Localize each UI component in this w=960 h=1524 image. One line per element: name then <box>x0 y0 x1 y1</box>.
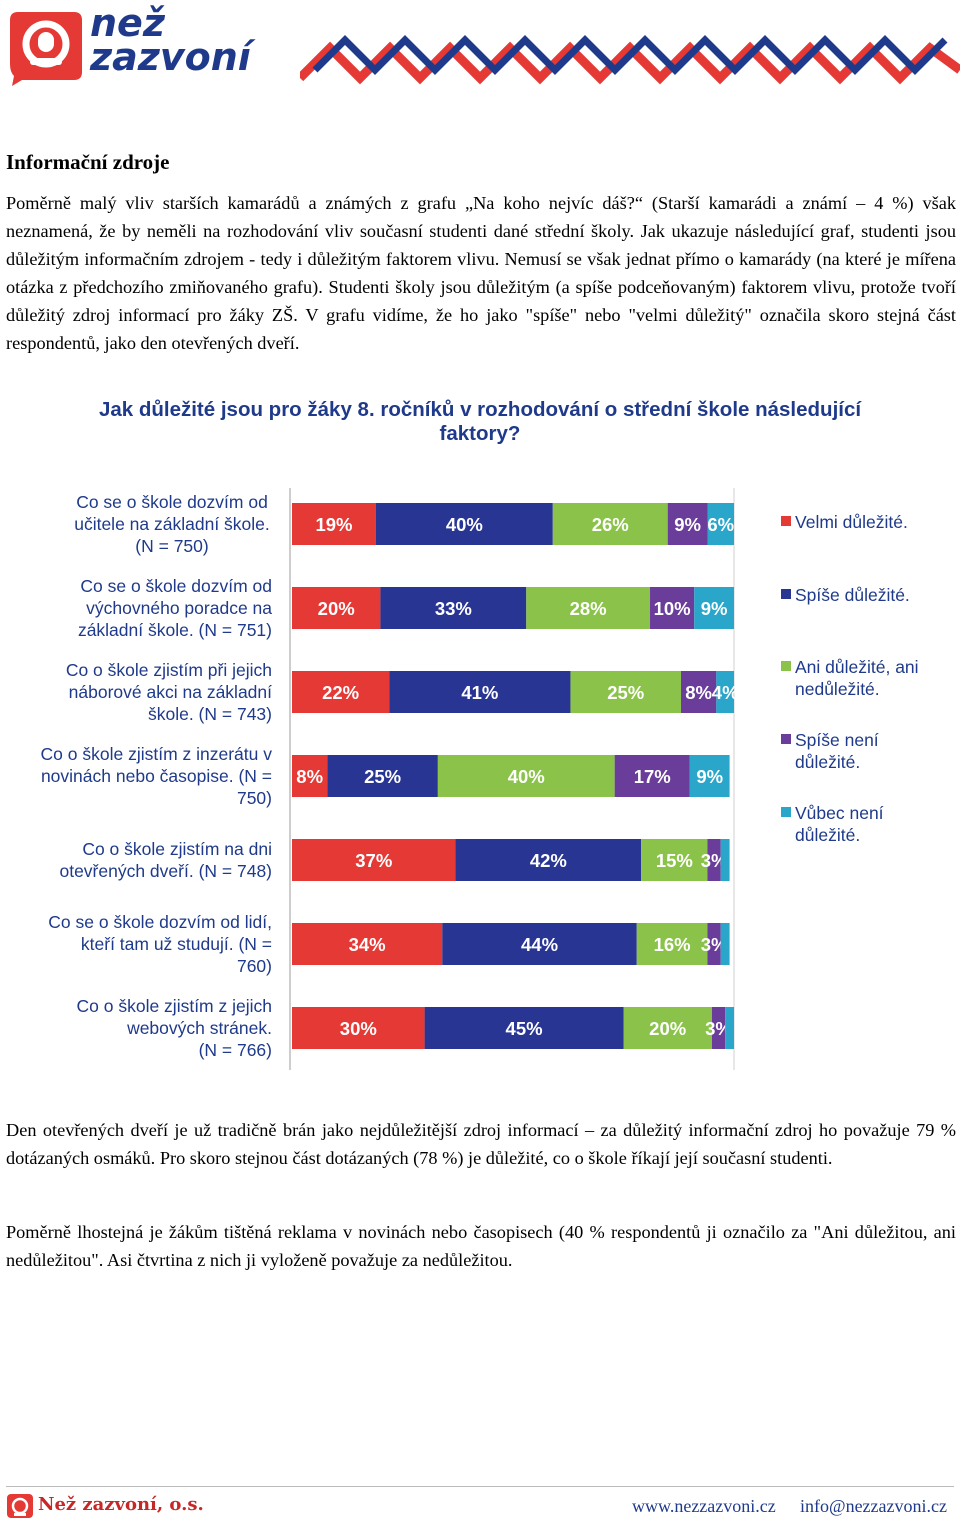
data-label: 34% <box>349 934 386 955</box>
legend-entry: Velmi důležité. <box>795 512 908 532</box>
data-label: 22% <box>322 682 359 703</box>
data-label: 9% <box>696 766 723 787</box>
stacked-bar-chart: Co se o škole dozvím od učitele na základ… <box>41 488 919 1070</box>
legend-entry: Spíše není důležité. <box>795 730 879 772</box>
bar-segment <box>389 671 571 713</box>
category-label: Co o škole zjistím při jejich náborové ak… <box>66 660 272 724</box>
logo-wordmark: než zazvoní <box>90 1 251 79</box>
bar-segment <box>442 923 637 965</box>
bar-segment <box>716 671 734 713</box>
data-label: 4% <box>712 682 739 703</box>
bar-segment <box>292 587 381 629</box>
bar-segment <box>707 503 734 545</box>
bar-segment <box>526 587 651 629</box>
legend-swatch <box>781 734 791 744</box>
category-label: Co o škole zjistím na dni otevřených dveř… <box>59 839 272 881</box>
data-label: 45% <box>506 1018 543 1039</box>
bar-segment <box>667 503 708 545</box>
bar-segment <box>327 755 438 797</box>
data-label: 40% <box>446 514 483 535</box>
bar-segment <box>641 839 708 881</box>
bar-segment <box>614 755 690 797</box>
logo-line-2: zazvoní <box>90 35 251 79</box>
legend-swatch <box>781 589 791 599</box>
data-label: 25% <box>607 682 644 703</box>
bar-segment <box>694 587 734 629</box>
bar-segment <box>292 923 443 965</box>
bar-segment <box>650 587 695 629</box>
data-label: 9% <box>674 514 701 535</box>
section-title: Informační zdroje <box>6 150 170 174</box>
legend-entry: Spíše důležité. <box>795 585 910 605</box>
bar-segment <box>424 1007 624 1049</box>
data-label: 25% <box>364 766 401 787</box>
footer-email-link[interactable]: info@nezzazvoni.cz <box>800 1496 947 1516</box>
bar-segment <box>552 503 668 545</box>
data-label: 40% <box>508 766 545 787</box>
category-label: Co se o škole dozvím od výchovného poradc… <box>78 576 272 640</box>
data-label: 26% <box>592 514 629 535</box>
open-day-paragraph: Den otevřených dveří je už tradičně brán… <box>6 1120 956 1168</box>
bar-segment <box>720 839 730 881</box>
bar-segment <box>455 839 642 881</box>
data-label: 10% <box>654 598 691 619</box>
data-label: 20% <box>318 598 355 619</box>
data-label: 8% <box>296 766 323 787</box>
data-label: 16% <box>654 934 691 955</box>
footer-website-link[interactable]: www.nezzazvoni.cz <box>632 1496 776 1516</box>
bar-segment <box>636 923 708 965</box>
bar-segment <box>292 755 328 797</box>
category-label: Co o škole zjistím z jejich webových strá… <box>77 996 272 1060</box>
print-ad-paragraph: Poměrně lhostejná je žákům tištěná rekla… <box>6 1222 956 1270</box>
data-label: 9% <box>701 598 728 619</box>
data-label: 8% <box>685 682 712 703</box>
footer-organization: Než zazvoní, o.s. <box>38 1494 204 1515</box>
bar-segment <box>707 839 721 881</box>
data-label: 44% <box>521 934 558 955</box>
bar-segment <box>292 839 456 881</box>
legend-swatch <box>781 661 791 671</box>
logo-line-1: než <box>90 1 165 45</box>
bar-segment <box>437 755 615 797</box>
data-label: 30% <box>340 1018 377 1039</box>
bar-segment <box>570 671 681 713</box>
bar-segment <box>725 1007 734 1049</box>
legend-swatch <box>781 516 791 526</box>
legend-entry: Vůbec není důležité. <box>795 803 884 845</box>
page-header: než zazvoní <box>0 0 960 96</box>
data-label: 19% <box>315 514 352 535</box>
category-label: Co se o škole dozvím od lidí, kteří tam u… <box>48 912 272 976</box>
bar-segment <box>292 1007 425 1049</box>
data-label: 17% <box>634 766 671 787</box>
bar-segment <box>711 1007 726 1049</box>
chart-title: Jak důležité jsou pro žáky 8. ročníků v … <box>98 398 862 445</box>
bar-segment <box>292 503 376 545</box>
bar-segment <box>380 587 527 629</box>
bar-segment <box>689 755 730 797</box>
category-label: Co o škole zjistím z inzerátu v novinách … <box>41 744 273 808</box>
legend-swatch <box>781 807 791 817</box>
data-label: 41% <box>461 682 498 703</box>
category-label: Co se o škole dozvím od učitele na základ… <box>74 492 270 556</box>
bar-segment <box>707 923 721 965</box>
bar-segment <box>720 923 730 965</box>
data-label: 15% <box>656 850 693 871</box>
footer-divider <box>6 1486 954 1487</box>
bar-segment <box>375 503 553 545</box>
data-label: 28% <box>570 598 607 619</box>
data-label: 20% <box>649 1018 686 1039</box>
legend-entry: Ani důležité, ani nedůležité. <box>795 657 919 699</box>
data-label: 42% <box>530 850 567 871</box>
data-label: 37% <box>355 850 392 871</box>
data-label: 33% <box>435 598 472 619</box>
data-label: 6% <box>707 514 734 535</box>
zigzag-decoration <box>300 35 960 85</box>
bell-logo-icon <box>10 12 82 86</box>
bar-segment <box>680 671 717 713</box>
bar-segment <box>623 1007 712 1049</box>
page-footer: Než zazvoní, o.s. www.nezzazvoni.cz info… <box>0 1480 960 1524</box>
bell-logo-small-icon <box>7 1494 33 1518</box>
intro-paragraph: Poměrně malý vliv starších kamarádů a zn… <box>6 193 956 353</box>
bar-segment <box>292 671 390 713</box>
